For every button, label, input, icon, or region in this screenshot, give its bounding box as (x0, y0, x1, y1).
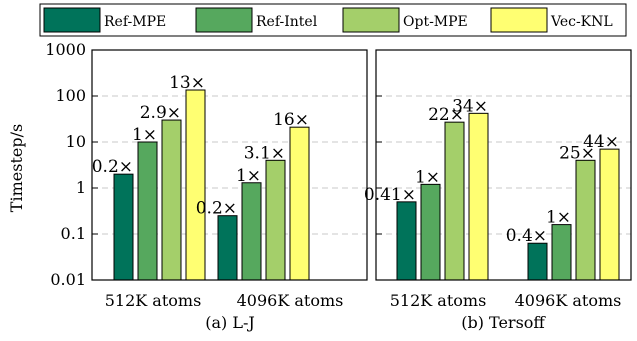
legend-label-ref-intel: Ref-Intel (256, 14, 318, 30)
data-label: 1× (415, 167, 440, 187)
data-label: 13× (169, 73, 205, 93)
bar-tersoff-ref-intel-512k (420, 183, 441, 281)
data-label: 3.1× (244, 143, 285, 163)
legend: Ref-MPE Ref-Intel Opt-MPE Vec-KNL (39, 3, 627, 37)
bar-tersoff-vec-knl-4096k (599, 148, 620, 281)
data-label: 1× (546, 208, 571, 228)
panel-tersoff-bars: 0.41×1×22×34×0.4×1×25×44× (364, 96, 620, 281)
data-label: 0.2× (196, 199, 237, 219)
bar-lj-ref-mpe-4096k (217, 215, 238, 281)
data-label: 0.41× (364, 185, 416, 205)
panel-tersoff-x-tick-512k: 512K atoms (390, 291, 487, 310)
y-tick-label: 100 (55, 86, 86, 105)
panel-lj-y-ticks: 0.01 0.1 1 10 100 1000 (45, 40, 98, 289)
data-label: 0.4× (506, 226, 547, 246)
bar-tersoff-ref-mpe-512k (396, 201, 417, 281)
data-label: 22× (428, 105, 464, 125)
bar-tersoff-vec-knl-512k (468, 112, 489, 281)
bar-lj-ref-mpe-512k (113, 173, 134, 281)
legend-swatch-ref-intel (195, 7, 253, 33)
data-label: 2.9× (140, 103, 181, 123)
legend-label-vec-knl: Vec-KNL (550, 14, 613, 30)
y-tick-label: 0.01 (50, 270, 86, 289)
legend-swatch-opt-mpe (342, 7, 400, 33)
panel-lj-x-tick-4096k: 4096K atoms (237, 291, 344, 310)
data-label: 1× (236, 166, 261, 186)
panel-tersoff: 0.41×1×22×34×0.4×1×25×44× 512K atoms 409… (364, 49, 632, 332)
legend-swatch-vec-knl (490, 7, 548, 33)
panel-lj-x-tick-512k: 512K atoms (105, 291, 202, 310)
panel-tersoff-caption: (b) Tersoff (461, 313, 546, 332)
bar-tersoff-opt-mpe-512k (444, 121, 465, 281)
bar-lj-vec-knl-4096k (289, 126, 310, 281)
panel-lj-bars: 0.2×1×2.9×13×0.2×1×3.1×16× (92, 73, 310, 281)
panel-lj-caption: (a) L-J (205, 313, 255, 332)
y-axis-title: Timestep/s (7, 124, 26, 212)
legend-label-ref-mpe: Ref-MPE (104, 14, 166, 30)
data-label: 16× (273, 110, 309, 130)
y-tick-label: 1000 (45, 40, 86, 59)
bar-tersoff-opt-mpe-4096k (575, 159, 596, 281)
data-label: 44× (583, 132, 619, 152)
panel-tersoff-y-ticks (376, 49, 382, 281)
bar-lj-vec-knl-512k (185, 89, 206, 281)
bar-tersoff-ref-intel-4096k (551, 224, 572, 281)
bar-lj-opt-mpe-4096k (265, 159, 286, 281)
y-tick-label: 1 (76, 178, 86, 197)
y-tick-label: 0.1 (61, 224, 86, 243)
data-label: 1× (132, 125, 157, 145)
panel-tersoff-frame (375, 49, 632, 281)
panel-lj-frame (91, 49, 368, 281)
bar-tersoff-ref-mpe-4096k (527, 242, 548, 281)
y-tick-label: 10 (66, 132, 86, 151)
bar-lj-ref-intel-512k (137, 141, 158, 281)
legend-swatch-ref-mpe (43, 7, 101, 33)
panel-tersoff-x-tick-4096k: 4096K atoms (515, 291, 622, 310)
legend-label-opt-mpe: Opt-MPE (403, 14, 468, 30)
bar-lj-opt-mpe-512k (161, 119, 182, 281)
panel-lj: 0.2×1×2.9×13×0.2×1×3.1×16× 0.010.1110100… (45, 40, 368, 332)
data-label: 25× (559, 143, 595, 163)
bar-lj-ref-intel-4096k (241, 182, 262, 281)
data-label: 34× (452, 96, 488, 116)
data-label: 0.2× (92, 157, 133, 177)
